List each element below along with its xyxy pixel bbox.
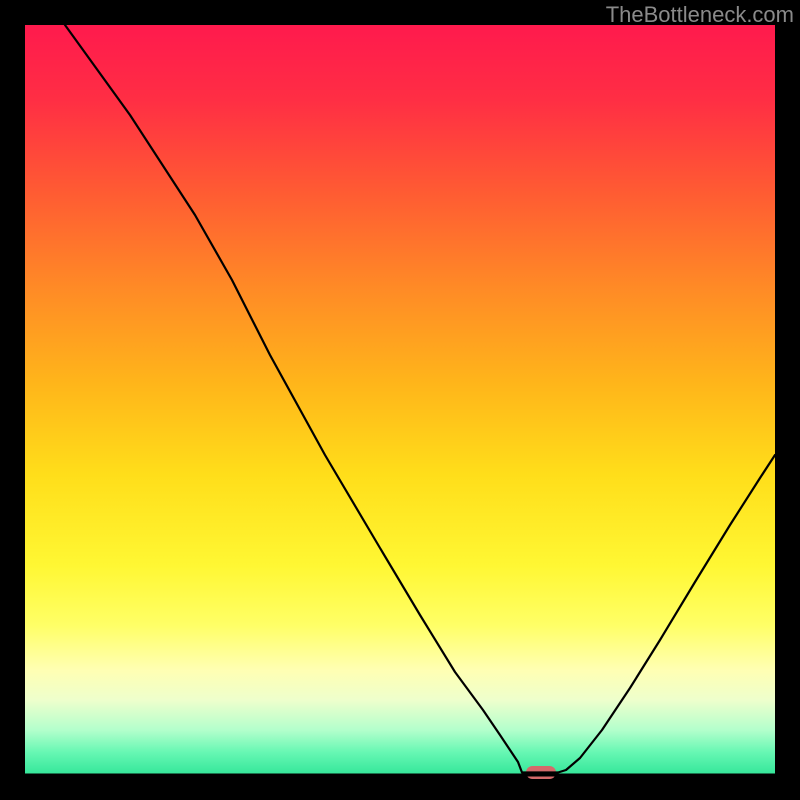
chart-container: { "watermark": "TheBottleneck.com", "cha… bbox=[0, 0, 800, 800]
bottleneck-chart bbox=[0, 0, 800, 800]
watermark-text: TheBottleneck.com bbox=[606, 2, 794, 28]
plot-gradient-background bbox=[25, 25, 775, 775]
